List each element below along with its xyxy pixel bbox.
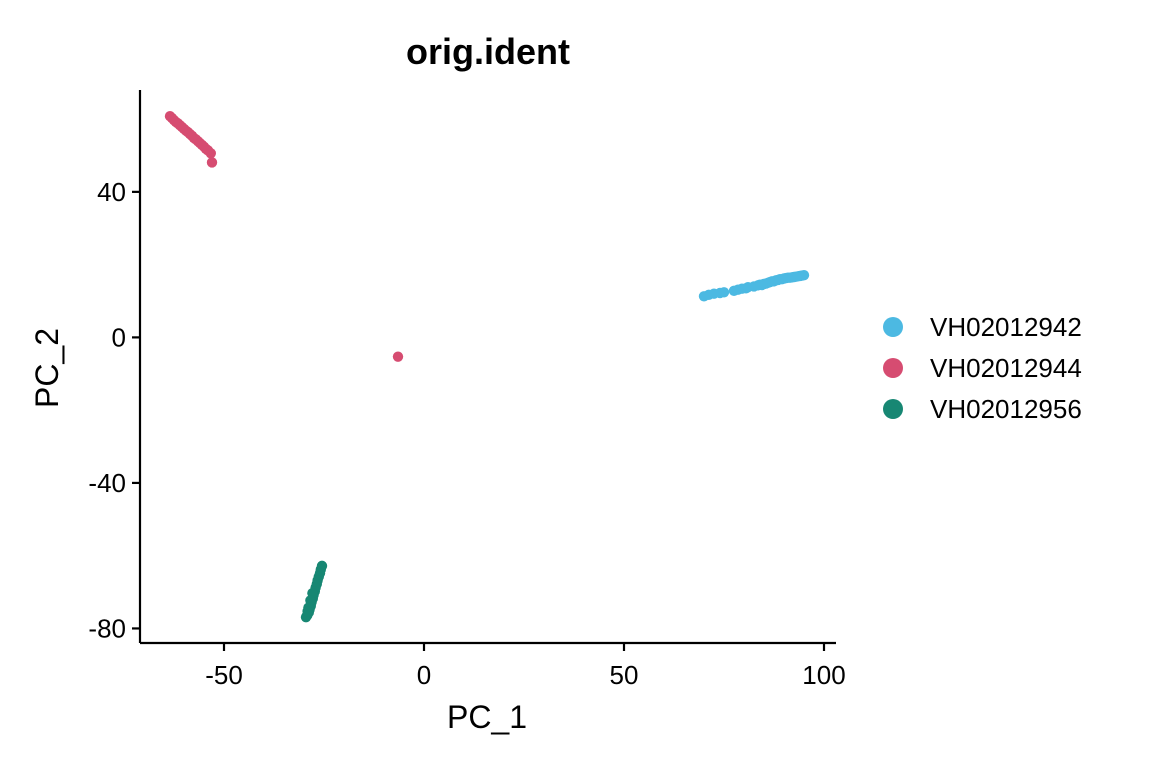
y-axis-ticks: 40 0 -40 -80 [88,177,140,643]
x-tick-label: 0 [417,660,431,690]
legend-label: VH02012944 [930,353,1082,383]
data-point [392,351,404,362]
legend: VH02012942 VH02012944 VH02012956 [883,312,1082,424]
data-point [302,606,313,617]
y-tick-label: -80 [88,613,126,643]
x-axis-ticks: -50 0 50 100 [205,643,846,690]
legend-marker [883,317,903,337]
y-tick-label: -40 [88,468,126,498]
legend-marker [883,399,903,419]
x-tick-label: -50 [205,660,243,690]
y-tick-label: 40 [97,177,126,207]
data-point [798,269,810,281]
series-VH02012944 [164,110,404,362]
legend-label: VH02012956 [930,394,1082,424]
legend-item: VH02012944 [883,353,1082,383]
legend-item: VH02012942 [883,312,1082,342]
x-tick-label: 100 [802,660,845,690]
y-tick-label: 0 [112,322,126,352]
data-point [206,157,218,168]
legend-label: VH02012942 [930,312,1082,342]
legend-marker [883,358,903,378]
legend-item: VH02012956 [883,394,1082,424]
series-VH02012942 [698,269,810,302]
chart-title: orig.ident [406,31,570,72]
data-point [718,287,730,298]
series-VH02012956 [300,560,328,623]
y-axis-label: PC_2 [29,328,65,408]
data-point [205,148,216,159]
x-axis-label: PC_1 [447,699,527,735]
x-tick-label: 50 [610,660,639,690]
plot-area [164,110,810,623]
